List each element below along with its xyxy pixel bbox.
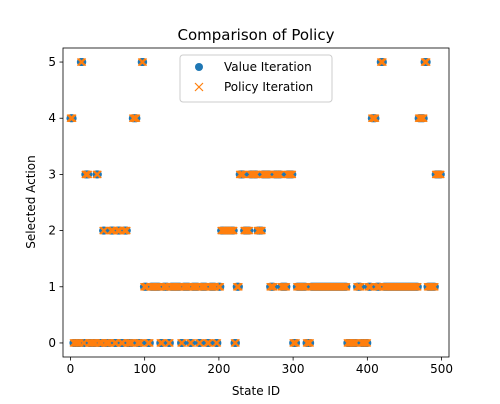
policy-iteration-point — [258, 226, 266, 235]
x-axis-ticks: 0 100 200 300 400 500 — [67, 357, 453, 376]
policy-iteration-point — [100, 226, 109, 235]
policy-iteration-point — [245, 226, 254, 235]
policy-iteration-point — [216, 282, 225, 291]
policy-iteration-point — [229, 226, 238, 235]
x-tick-label: 200 — [207, 362, 230, 376]
y-tick-label: 2 — [48, 224, 56, 238]
legend-policy-iteration-marker — [194, 82, 204, 92]
policy-iteration-point — [342, 282, 351, 291]
policy-iteration-point — [282, 282, 291, 291]
policy-iteration-point — [213, 339, 222, 347]
x-axis-label: State ID — [232, 384, 280, 398]
policy-iteration-point — [413, 282, 422, 291]
policy-iteration-point — [235, 282, 243, 291]
y-tick-label: 5 — [48, 55, 56, 69]
policy-iteration-point — [292, 339, 301, 347]
legend: Value Iteration Policy Iteration — [179, 54, 333, 103]
policy-iteration-point — [232, 339, 240, 347]
policy-iteration-point — [187, 339, 196, 347]
policy-iteration-point — [356, 282, 365, 291]
policy-iteration-point — [93, 170, 102, 179]
policy-iteration-point — [158, 339, 167, 347]
y-axis-label: Selected Action — [24, 155, 38, 248]
policy-iteration-point — [363, 339, 372, 347]
policy-iteration-point — [137, 339, 145, 347]
policy-iteration-point — [145, 339, 154, 347]
legend-box — [179, 54, 333, 103]
policy-iteration-point — [132, 114, 141, 123]
legend-value-iteration-marker — [195, 63, 203, 71]
policy-iteration-points — [66, 58, 445, 347]
policy-iteration-point — [288, 170, 297, 179]
y-tick-label: 4 — [48, 111, 56, 125]
y-tick-label: 0 — [48, 336, 56, 350]
policy-iteration-point — [430, 282, 439, 291]
legend-value-iteration-label: Value Iteration — [224, 60, 312, 74]
y-tick-label: 1 — [48, 280, 56, 294]
policy-iteration-point — [122, 226, 131, 235]
y-tick-label: 3 — [48, 167, 56, 181]
x-tick-label: 400 — [356, 362, 379, 376]
x-tick-label: 500 — [430, 362, 453, 376]
policy-iteration-point — [379, 58, 387, 66]
policy-iteration-point — [252, 170, 261, 179]
policy-iteration-point — [165, 339, 174, 347]
x-tick-label: 300 — [282, 362, 305, 376]
policy-iteration-point — [196, 339, 205, 347]
policy-iteration-point — [306, 339, 315, 347]
policy-iteration-point — [269, 282, 278, 291]
policy-iteration-point — [84, 170, 93, 179]
policy-iteration-point — [419, 114, 428, 123]
x-tick-label: 100 — [133, 362, 156, 376]
policy-iteration-point — [78, 58, 87, 66]
policy-iteration-point — [178, 339, 187, 347]
policy-iteration-point — [139, 58, 148, 66]
policy-iteration-point — [436, 170, 445, 179]
policy-iteration-point — [422, 58, 431, 66]
x-tick-label: 0 — [67, 362, 75, 376]
policy-iteration-point — [276, 170, 285, 179]
legend-policy-iteration-label: Policy Iteration — [224, 80, 313, 94]
y-axis-ticks: 0 1 2 3 4 5 — [48, 55, 63, 350]
policy-iteration-point — [68, 114, 77, 123]
policy-iteration-point — [371, 114, 380, 123]
chart-title: Comparison of Policy — [178, 26, 335, 44]
policy-iteration-point — [205, 339, 214, 347]
policy-iteration-point — [239, 170, 248, 179]
plot-frame — [62, 47, 450, 358]
